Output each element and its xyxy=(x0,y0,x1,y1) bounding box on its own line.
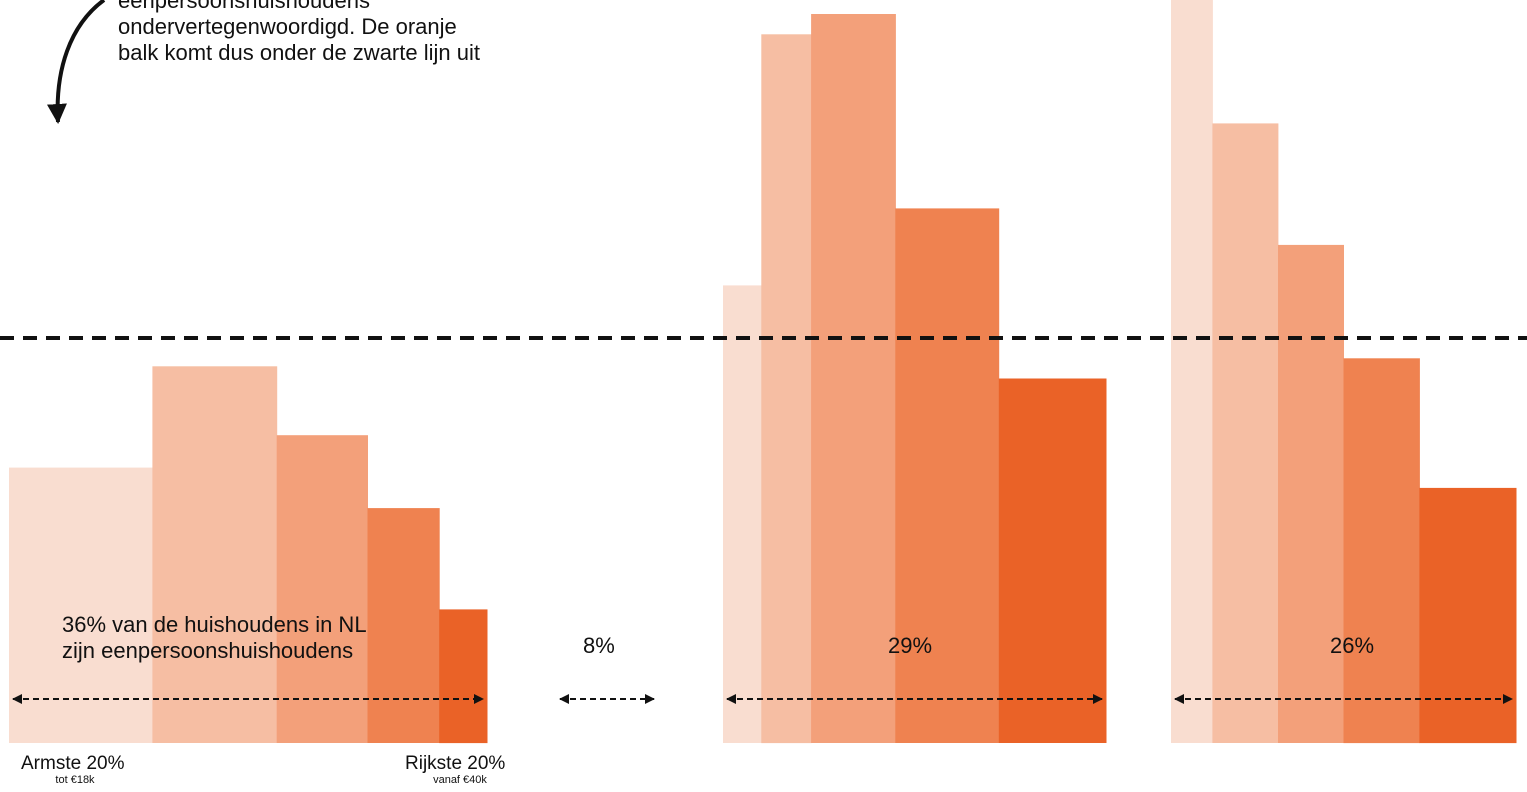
legend-richest-sub: vanaf €40k xyxy=(433,774,487,786)
bar-group-4-quintile-1 xyxy=(1171,0,1213,743)
legend-poorest-sub: tot €18k xyxy=(55,774,95,786)
group-1-label-line-2: zijn eenpersoonshuishoudens xyxy=(62,638,354,663)
bar-group-4-quintile-3 xyxy=(1278,244,1344,743)
group-4-label: 26% xyxy=(1330,633,1375,658)
annotation-line-1: eenpersoonshuishoudens xyxy=(118,0,370,13)
legend-richest: Rijkste 20% xyxy=(405,753,506,774)
annotation-line-3: balk komt dus onder de zwarte lijn uit xyxy=(118,40,480,65)
bars-layer xyxy=(9,0,1517,744)
bar-group-4-quintile-5 xyxy=(1419,487,1517,744)
bar-group-3-quintile-1 xyxy=(723,285,762,743)
annotation-line-2: ondervertegenwoordigd. De oranje xyxy=(118,14,457,39)
group-3-label: 29% xyxy=(888,633,933,658)
annotation-arrow-icon xyxy=(46,0,106,124)
group-2-label: 8% xyxy=(583,633,615,658)
bar-group-1-quintile-2 xyxy=(152,366,278,743)
bar-group-1-quintile-4 xyxy=(367,508,440,743)
bar-group-1-quintile-1 xyxy=(9,467,153,743)
bar-group-3-quintile-3 xyxy=(811,14,896,743)
bar-group-1-quintile-3 xyxy=(276,435,368,743)
bar-group-1-quintile-5 xyxy=(439,609,488,744)
bar-group-3-quintile-4 xyxy=(895,208,1000,743)
bar-group-3-quintile-2 xyxy=(761,34,812,744)
annotation-text: eenpersoonshuishoudens ondervertegenwoor… xyxy=(118,0,578,66)
bar-group-4-quintile-2 xyxy=(1212,123,1279,743)
bar-group-3-quintile-5 xyxy=(998,378,1107,743)
group-1-label: 36% van de huishoudens in NL zijn eenper… xyxy=(62,612,367,664)
bar-group-4-quintile-4 xyxy=(1343,358,1420,744)
group-1-label-line-1: 36% van de huishoudens in NL xyxy=(62,612,367,637)
legend-poorest: Armste 20% xyxy=(21,753,125,774)
